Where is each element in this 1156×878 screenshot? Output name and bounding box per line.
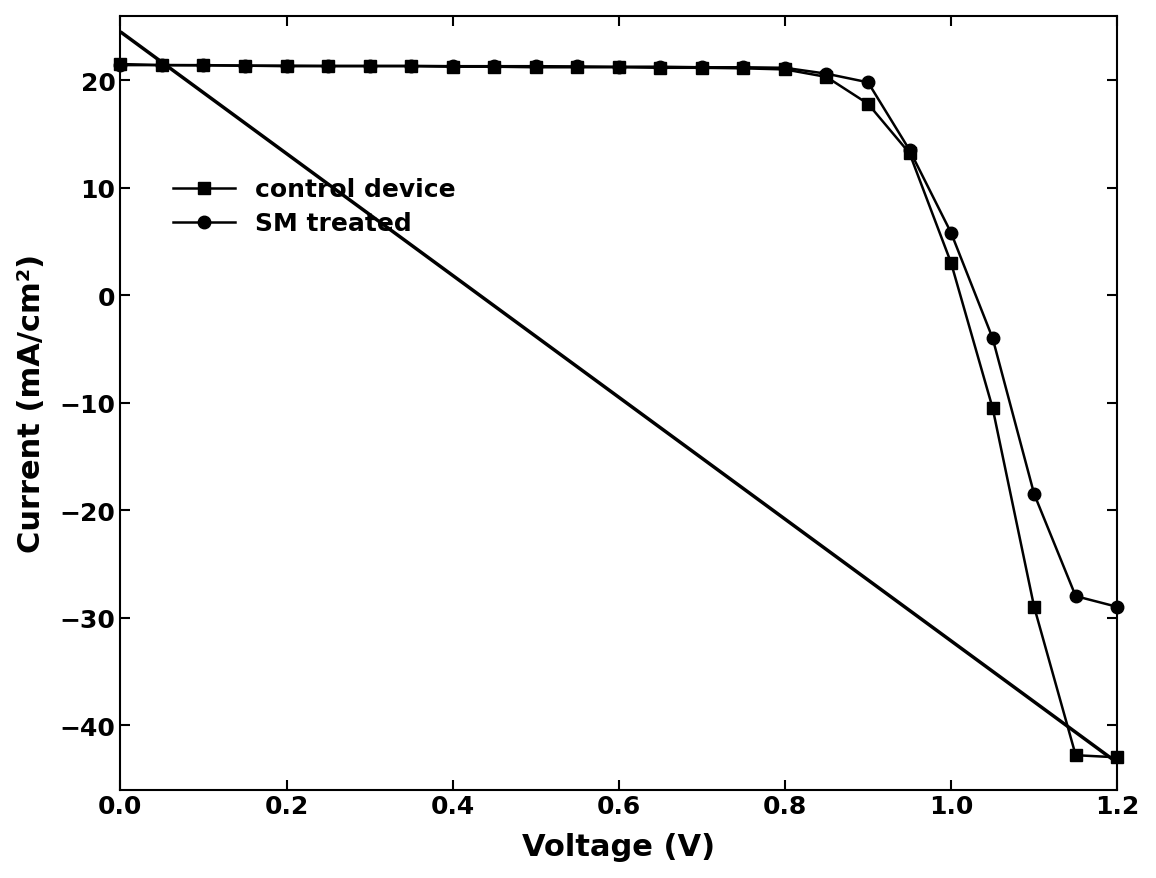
- SM treated: [736, 63, 750, 74]
- control device: [820, 73, 833, 83]
- control device: [1069, 750, 1083, 760]
- SM treated: [238, 61, 252, 72]
- SM treated: [820, 69, 833, 80]
- SM treated: [446, 61, 460, 72]
- SM treated: [1069, 591, 1083, 601]
- SM treated: [861, 78, 875, 89]
- SM treated: [197, 61, 210, 71]
- control device: [695, 63, 709, 74]
- SM treated: [1110, 602, 1124, 613]
- control device: [197, 61, 210, 71]
- Line: SM treated: SM treated: [114, 60, 1124, 614]
- control device: [861, 99, 875, 110]
- control device: [653, 63, 667, 74]
- Legend: control device, SM treated: control device, SM treated: [163, 169, 466, 246]
- control device: [155, 61, 169, 71]
- control device: [113, 60, 127, 70]
- control device: [488, 62, 502, 73]
- SM treated: [155, 61, 169, 71]
- X-axis label: Voltage (V): Voltage (V): [523, 832, 716, 861]
- Line: control device: control device: [114, 59, 1124, 764]
- SM treated: [113, 61, 127, 71]
- SM treated: [321, 61, 335, 72]
- control device: [446, 62, 460, 73]
- SM treated: [528, 61, 542, 72]
- SM treated: [1028, 489, 1042, 500]
- SM treated: [903, 146, 917, 156]
- SM treated: [280, 61, 294, 72]
- control device: [321, 61, 335, 72]
- control device: [778, 65, 792, 76]
- SM treated: [944, 228, 958, 239]
- SM treated: [363, 61, 377, 72]
- control device: [944, 258, 958, 269]
- control device: [736, 64, 750, 75]
- SM treated: [695, 63, 709, 74]
- SM treated: [405, 61, 418, 72]
- control device: [238, 61, 252, 72]
- SM treated: [488, 61, 502, 72]
- control device: [528, 63, 542, 74]
- control device: [570, 63, 584, 74]
- SM treated: [570, 62, 584, 73]
- control device: [363, 61, 377, 72]
- control device: [612, 63, 625, 74]
- SM treated: [986, 334, 1000, 344]
- control device: [986, 403, 1000, 414]
- control device: [280, 61, 294, 72]
- SM treated: [612, 62, 625, 73]
- control device: [1110, 752, 1124, 763]
- control device: [903, 148, 917, 159]
- control device: [405, 61, 418, 72]
- Y-axis label: Current (mA/cm²): Current (mA/cm²): [16, 254, 46, 552]
- SM treated: [778, 63, 792, 74]
- control device: [1028, 602, 1042, 613]
- SM treated: [653, 62, 667, 73]
